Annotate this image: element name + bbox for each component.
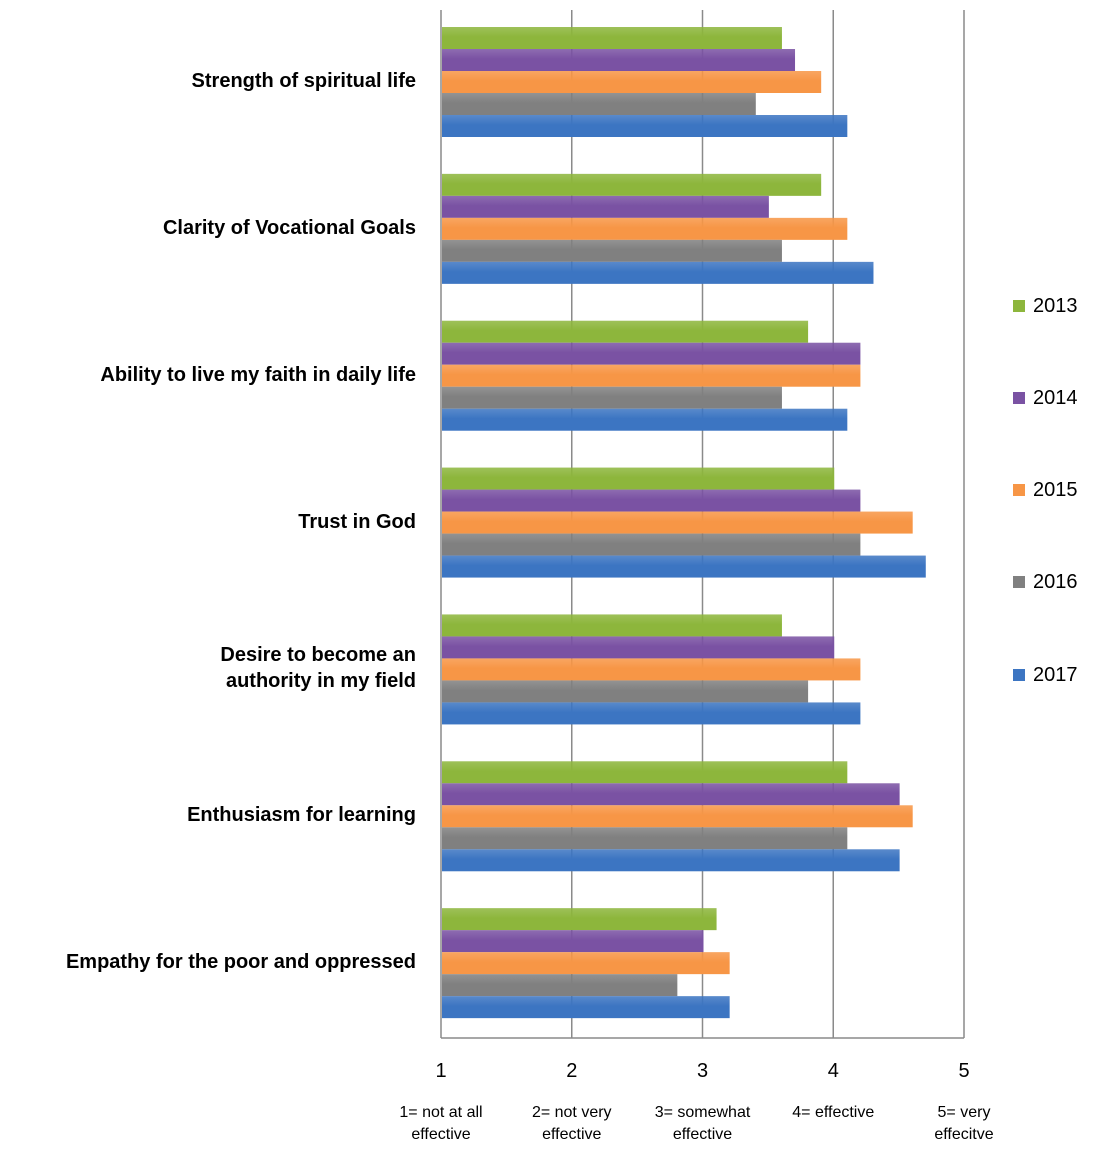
bar-2017-cat-6: [442, 996, 730, 1019]
category-label: Desire to become an authority in my field: [0, 642, 416, 694]
bar-2013-cat-3: [442, 467, 835, 490]
legend-item-2015: 2015: [1013, 478, 1078, 502]
x-tick-description-line: 5= very: [937, 1104, 991, 1121]
x-tick-description-line: 2= not very: [531, 1104, 612, 1121]
legend-item-2013: 2013: [1013, 294, 1078, 318]
bar-2015-cat-6: [442, 952, 730, 975]
legend-swatch: [1013, 484, 1025, 496]
bar-2016-cat-5: [442, 827, 848, 850]
category-label: Clarity of Vocational Goals: [0, 215, 416, 241]
category-label: Trust in God: [0, 509, 416, 535]
bar-2016-cat-6: [442, 974, 678, 997]
category-label-line: Trust in God: [298, 510, 416, 533]
category-label: Ability to live my faith in daily life: [0, 362, 416, 388]
legend-label: 2015: [1033, 478, 1078, 501]
bar-2015-cat-4: [442, 658, 861, 681]
bar-2017-cat-0: [442, 115, 848, 137]
bar-2015-cat-5: [442, 805, 913, 828]
category-label-line: Enthusiasm for learning: [187, 804, 416, 827]
category-label: Enthusiasm for learning: [0, 802, 416, 828]
bar-2016-cat-3: [442, 533, 861, 556]
category-label-line: Strength of spiritual life: [191, 70, 416, 92]
bar-2017-cat-1: [442, 261, 874, 284]
bar-2017-cat-5: [442, 849, 900, 872]
bar-2014-cat-2: [442, 342, 861, 365]
bar-2017-cat-2: [442, 408, 848, 431]
bar-2014-cat-3: [442, 489, 861, 512]
bar-2013-cat-2: [442, 320, 809, 343]
bar-2017-cat-4: [442, 702, 861, 725]
x-tick-description: 1= not at all effective: [376, 1102, 506, 1146]
bar-2013-cat-5: [442, 761, 848, 784]
x-tick-label: 4: [827, 1060, 839, 1082]
bar-2016-cat-4: [442, 680, 809, 703]
bar-2015-cat-3: [442, 511, 913, 534]
x-tick-label: 3: [696, 1060, 709, 1082]
bar-2016-cat-1: [442, 239, 782, 262]
x-tick-description: 5= very effecitve: [899, 1102, 1029, 1146]
category-label: Strength of spiritual life: [0, 68, 416, 94]
x-tick-description: 4= effective: [768, 1102, 898, 1124]
bar-2016-cat-2: [442, 386, 782, 409]
x-tick-description-line: effective: [542, 1126, 602, 1143]
legend-swatch: [1013, 392, 1025, 404]
x-tick-label: 2: [566, 1060, 578, 1082]
category-label-line: Desire to become an: [220, 644, 416, 667]
bar-2014-cat-4: [442, 636, 835, 659]
x-tick-label: 1: [435, 1060, 447, 1082]
x-tick-description: 2= not very effective: [507, 1102, 637, 1146]
bar-2014-cat-6: [442, 930, 704, 953]
bar-2013-cat-4: [442, 614, 782, 637]
bar-2017-cat-3: [442, 555, 926, 578]
x-tick-description-line: effective: [411, 1126, 471, 1143]
x-tick-description-line: 1= not at all: [399, 1104, 483, 1121]
category-label-line: Clarity of Vocational Goals: [162, 216, 416, 239]
bar-2014-cat-1: [442, 195, 769, 218]
legend-swatch: [1013, 669, 1025, 681]
legend-swatch: [1013, 300, 1025, 312]
bar-2015-cat-2: [442, 364, 861, 387]
x-tick-description: 3= somewhat effective: [638, 1102, 768, 1146]
category-label: Empathy for the poor and oppressed: [0, 949, 416, 975]
x-tick-label: 5: [958, 1060, 970, 1082]
bar-2014-cat-5: [442, 783, 900, 806]
bar-2014-cat-0: [442, 49, 796, 71]
legend-item-2016: 2016: [1013, 570, 1078, 594]
x-tick-description-line: effecitve: [934, 1126, 994, 1143]
x-tick-description-line: 3= somewhat: [654, 1104, 751, 1121]
bar-2015-cat-0: [442, 71, 822, 93]
category-label-line: authority in my field: [225, 670, 416, 693]
legend-label: 2017: [1033, 663, 1078, 686]
bar-2013-cat-1: [442, 173, 822, 196]
legend-label: 2014: [1033, 386, 1078, 409]
legend-swatch: [1013, 576, 1025, 588]
x-tick-description-line: effective: [672, 1126, 733, 1143]
bar-2016-cat-0: [442, 93, 756, 115]
bar-2015-cat-1: [442, 217, 848, 240]
bar-2013-cat-6: [442, 908, 717, 931]
category-label-line: Ability to live my faith in daily life: [100, 363, 416, 386]
legend-label: 2016: [1033, 570, 1078, 593]
legend-item-2017: 2017: [1013, 663, 1078, 687]
legend-label: 2013: [1033, 294, 1078, 317]
bar-2013-cat-0: [442, 27, 782, 49]
x-tick-description-line: 4= effective: [792, 1104, 875, 1121]
category-label-line: Empathy for the poor and oppressed: [65, 951, 416, 974]
legend-item-2014: 2014: [1013, 386, 1078, 410]
